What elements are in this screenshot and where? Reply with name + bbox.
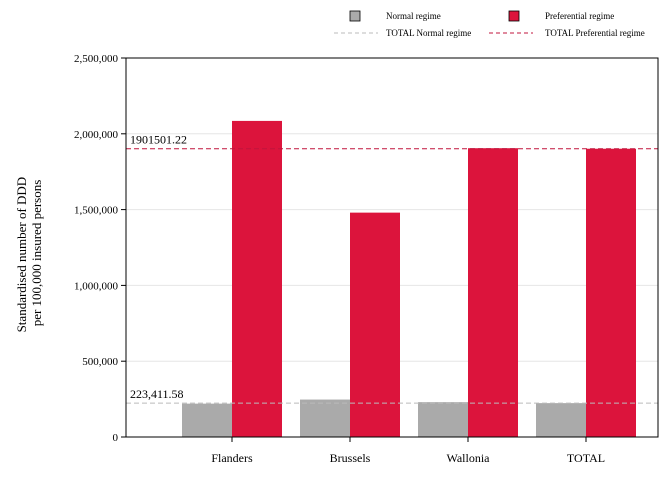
x-category-label: Wallonia xyxy=(446,451,490,465)
legend-swatch xyxy=(508,10,520,22)
bars xyxy=(182,120,636,437)
legend-label: Preferential regime xyxy=(545,11,614,21)
bar-normal-regime-total xyxy=(536,403,586,437)
bar-normal-regime-brussels xyxy=(300,399,350,437)
reference-lines: 223,411.58 1901501.22 xyxy=(126,133,658,404)
bar-normal-regime-wallonia xyxy=(418,402,468,437)
y-axis-label-line-2: per 100,000 insured persons xyxy=(29,180,44,327)
x-category-label: TOTAL xyxy=(567,451,605,465)
y-tick-label: 1,000,000 xyxy=(74,280,119,292)
y-tick-label: 0 xyxy=(113,432,119,444)
y-axis-label-line-1: Standardised number of DDD xyxy=(14,177,29,333)
y-axis-label: Standardised number of DDD per 100,000 i… xyxy=(14,174,44,333)
x-category-label: Brussels xyxy=(330,451,371,465)
legend-label: TOTAL Preferential regime xyxy=(545,28,645,38)
x-category-label: Flanders xyxy=(211,451,253,465)
bar-preferential-regime-brussels xyxy=(350,212,400,437)
y-tick-label: 500,000 xyxy=(82,356,118,368)
y-axis: 0 500,000 1,000,000 1,500,000 2,000,000 2,500… xyxy=(74,53,126,444)
reference-line-label: 1901501.22 xyxy=(130,133,187,147)
reference-line-label: 223,411.58 xyxy=(130,387,184,401)
bar-preferential-regime-total xyxy=(586,148,636,437)
bar-normal-regime-flanders xyxy=(182,403,232,437)
bar-preferential-regime-flanders xyxy=(232,120,282,437)
plot-frame xyxy=(125,57,659,438)
y-tick-label: 2,000,000 xyxy=(74,129,119,141)
legend: Normal regime Preferential regime TOTAL No… xyxy=(334,10,645,38)
legend-swatch xyxy=(349,10,361,22)
legend-label: TOTAL Normal regime xyxy=(386,28,471,38)
y-tick-label: 1,500,000 xyxy=(74,205,119,217)
legend-label: Normal regime xyxy=(386,11,441,21)
x-axis: Flanders Brussels Wallonia TOTAL xyxy=(211,437,605,465)
bar-preferential-regime-wallonia xyxy=(468,148,518,437)
y-tick-label: 2,500,000 xyxy=(74,53,119,65)
